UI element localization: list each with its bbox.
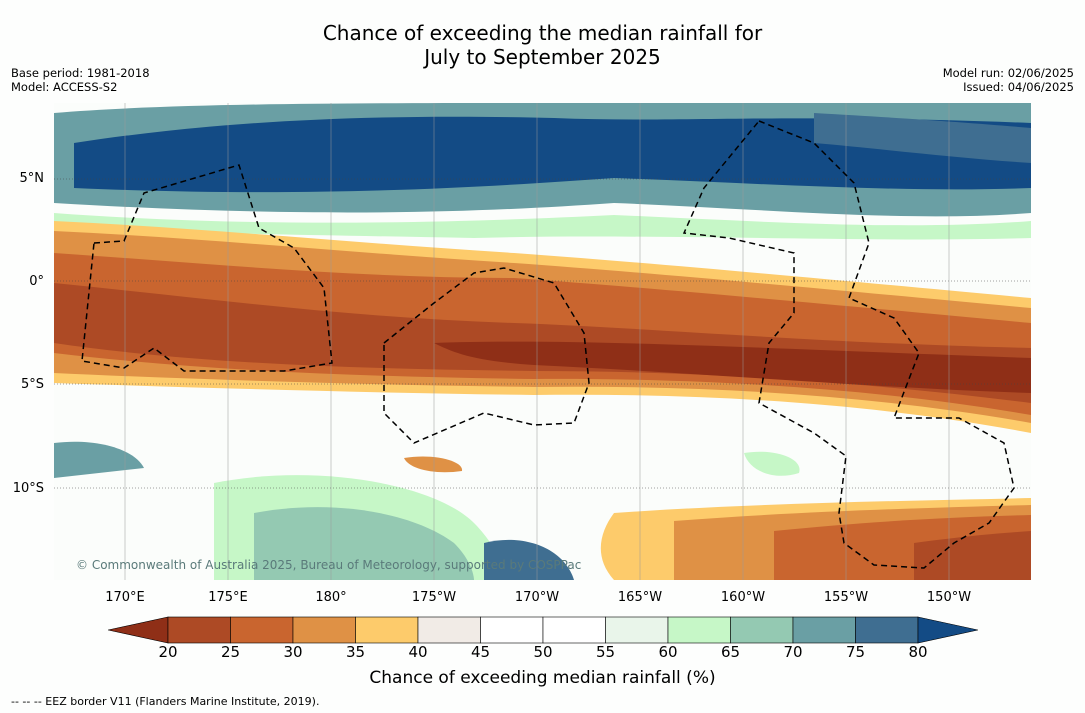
colorbar-arrow-high <box>917 616 978 644</box>
issued-date: Issued: 04/06/2025 <box>963 80 1074 94</box>
colorbar-tick-label: 80 <box>908 643 928 661</box>
lon-label-170e: 170°E <box>105 590 145 605</box>
model-run: Model run: 02/06/2025 <box>942 66 1074 80</box>
colorbar-arrow-low <box>108 616 169 644</box>
colorbar-cell <box>667 616 731 644</box>
rainfall-map <box>54 103 1031 580</box>
eez-legend-note: -- -- -- EEZ border V11 (Flanders Marine… <box>11 695 320 708</box>
colorbar-tick-label: 45 <box>470 643 491 661</box>
colorbar-label: Chance of exceeding median rainfall (%) <box>369 668 716 688</box>
colorbar-cell <box>355 616 419 644</box>
colorbar-tick-label: 20 <box>158 643 178 661</box>
colorbar-cell <box>792 616 856 644</box>
colorbar-cells <box>108 616 978 644</box>
lat-label-0: 0° <box>29 274 44 289</box>
colorbar-cell <box>417 616 481 644</box>
colorbar-cell <box>230 616 294 644</box>
copyright-notice: © Commonwealth of Australia 2025, Bureau… <box>76 558 582 572</box>
lat-label-5s: 5°S <box>20 377 44 392</box>
map-title-line2: July to September 2025 <box>424 45 661 69</box>
colorbar-tick-label: 75 <box>845 643 866 661</box>
meta-right: Model run: 02/06/2025 Issued: 04/06/2025 <box>943 66 1074 94</box>
colorbar-tick-label: 25 <box>220 643 241 661</box>
colorbar-cell <box>480 616 544 644</box>
colorbar-cell <box>730 616 794 644</box>
model-name: Model: ACCESS-S2 <box>11 80 118 94</box>
lon-label-165w: 165°W <box>617 590 663 605</box>
colorbar-tick-label: 50 <box>533 643 553 661</box>
lon-label-170w: 170°W <box>514 590 560 605</box>
lon-label-180: 180° <box>315 590 347 605</box>
colorbar-cell <box>167 616 231 644</box>
lat-label-10s: 10°S <box>12 481 44 496</box>
map-canvas <box>54 103 1031 580</box>
base-period: Base period: 1981-2018 <box>11 66 150 80</box>
map-title-line1: Chance of exceeding the median rainfall … <box>322 21 763 45</box>
colorbar-tick-label: 60 <box>658 643 678 661</box>
colorbar-cell <box>855 616 919 644</box>
lon-label-175w: 175°W <box>411 590 457 605</box>
colorbar-tick-label: 70 <box>783 643 803 661</box>
meta-left: Base period: 1981-2018 Model: ACCESS-S2 <box>11 66 150 94</box>
colorbar-tick-label: 30 <box>283 643 303 661</box>
colorbar-cell <box>605 616 669 644</box>
lon-label-155w: 155°W <box>823 590 869 605</box>
lon-label-150w: 150°W <box>926 590 972 605</box>
lat-label-5n: 5°N <box>19 171 45 186</box>
colorbar-tick-label: 40 <box>408 643 428 661</box>
colorbar <box>108 616 978 644</box>
colorbar-cell <box>292 616 356 644</box>
colorbar-tick-label: 35 <box>345 643 366 661</box>
lon-label-160w: 160°W <box>720 590 766 605</box>
colorbar-tick-label: 65 <box>720 643 741 661</box>
lon-label-175e: 175°E <box>208 590 248 605</box>
colorbar-cell <box>542 616 606 644</box>
colorbar-tick-label: 55 <box>595 643 616 661</box>
